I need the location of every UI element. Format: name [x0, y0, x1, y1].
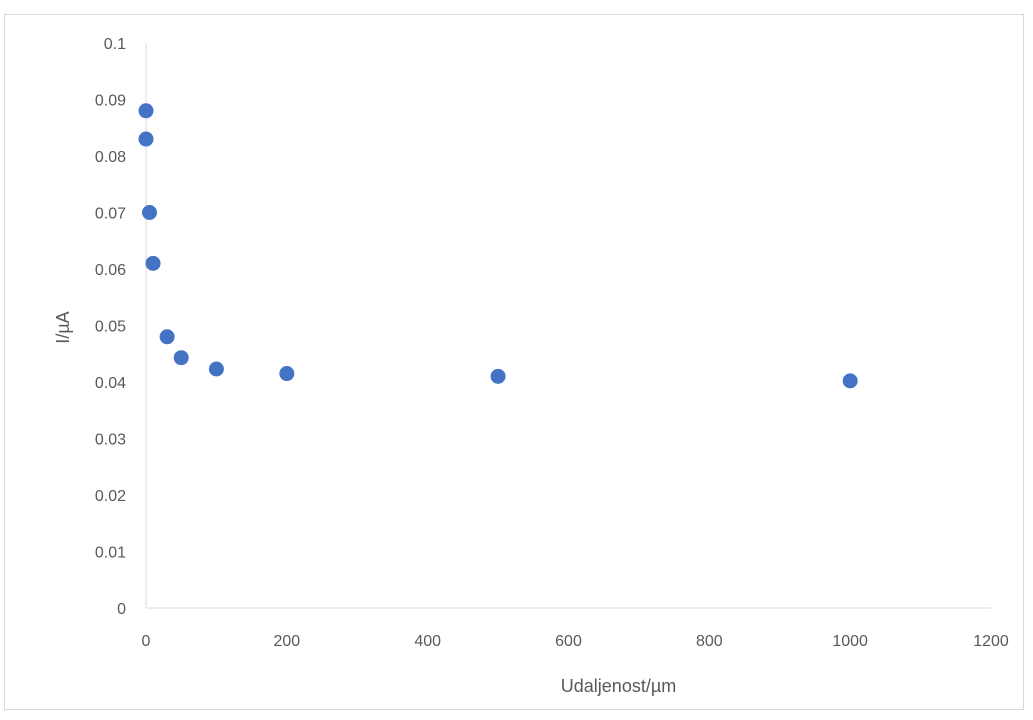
x-tick-label: 600: [555, 633, 582, 650]
y-tick-label: 0.04: [95, 375, 126, 392]
x-tick-label: 1200: [973, 633, 1009, 650]
data-point: [138, 131, 154, 147]
data-point: [142, 205, 158, 220]
y-tick-label: 0.09: [95, 93, 126, 110]
x-tick-label: 400: [414, 633, 441, 650]
y-tick-label: 0.02: [95, 488, 126, 505]
y-tick-label: 0: [117, 601, 126, 618]
data-point: [279, 366, 295, 382]
data-point: [208, 361, 224, 377]
y-tick-label: 0.03: [95, 432, 126, 449]
chart-frame: [4, 14, 1024, 710]
y-axis-title: I/µA: [53, 311, 73, 343]
x-tick-label: 1000: [832, 633, 868, 650]
x-tick-label: 200: [273, 633, 300, 650]
y-tick-label: 0.01: [95, 545, 126, 562]
y-tick-label: 0.06: [95, 262, 126, 279]
data-point: [173, 350, 189, 366]
x-axis-title: Udaljenost/µm: [561, 676, 676, 696]
data-point: [490, 368, 506, 384]
y-tick-label: 0.08: [95, 149, 126, 166]
data-point: [138, 103, 154, 119]
data-point: [842, 373, 858, 389]
data-point: [159, 329, 175, 345]
y-tick-label: 0.1: [104, 36, 126, 53]
y-tick-label: 0.07: [95, 206, 126, 223]
x-tick-label: 0: [142, 633, 151, 650]
data-point: [145, 255, 161, 271]
y-tick-label: 0.05: [95, 319, 126, 336]
x-tick-label: 800: [696, 633, 723, 650]
